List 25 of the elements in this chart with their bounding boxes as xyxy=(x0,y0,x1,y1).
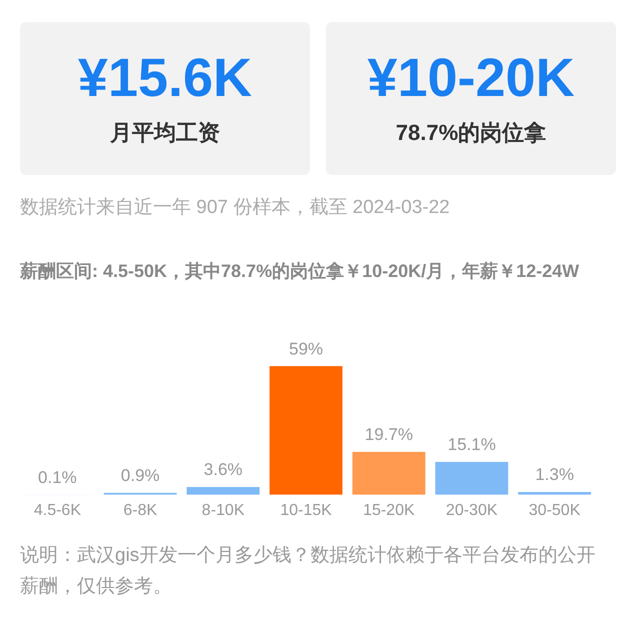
data-label: 15.1% xyxy=(448,435,496,454)
bar xyxy=(352,452,426,495)
text: 薪酬区间: 4.5-50K，其中78.7%的岗位拿￥10-20K/月，年薪￥12-24W xyxy=(20,260,580,283)
data-label: 1.3% xyxy=(535,465,574,484)
x-tick-label: 15-20K xyxy=(363,502,415,519)
x-tick-label: 10-15K xyxy=(280,502,332,519)
text: ¥15.6K xyxy=(76,48,254,108)
bar xyxy=(270,366,342,495)
text: 数据统计来自近一年 907 份样本，截至 2024-03-22 xyxy=(20,196,450,220)
x-tick-label: 30-50K xyxy=(528,502,581,519)
data-label: 0.9% xyxy=(120,466,160,486)
bar xyxy=(186,486,260,495)
x-tick-label: 6-8K xyxy=(123,502,158,519)
text: 说明：武汉gis开发一个月多少钱？数据统计依赖于各平台发布的公开薪酬，仅供参考。 xyxy=(20,544,596,599)
data-label: 3.6% xyxy=(204,460,243,480)
text: 78.7%的岗位拿 xyxy=(394,119,548,147)
x-tick-label: 4.5-6K xyxy=(34,502,82,519)
data-label: 0.1% xyxy=(38,468,77,487)
data-label: 19.7% xyxy=(364,425,413,444)
data-label: 59% xyxy=(288,339,324,358)
x-tick-label: 8-10K xyxy=(202,502,245,519)
x-tick-label: 20-30K xyxy=(446,502,498,519)
text: ¥10-20K xyxy=(366,48,576,108)
bar xyxy=(435,462,508,495)
text: 月平均工资 xyxy=(109,119,221,147)
